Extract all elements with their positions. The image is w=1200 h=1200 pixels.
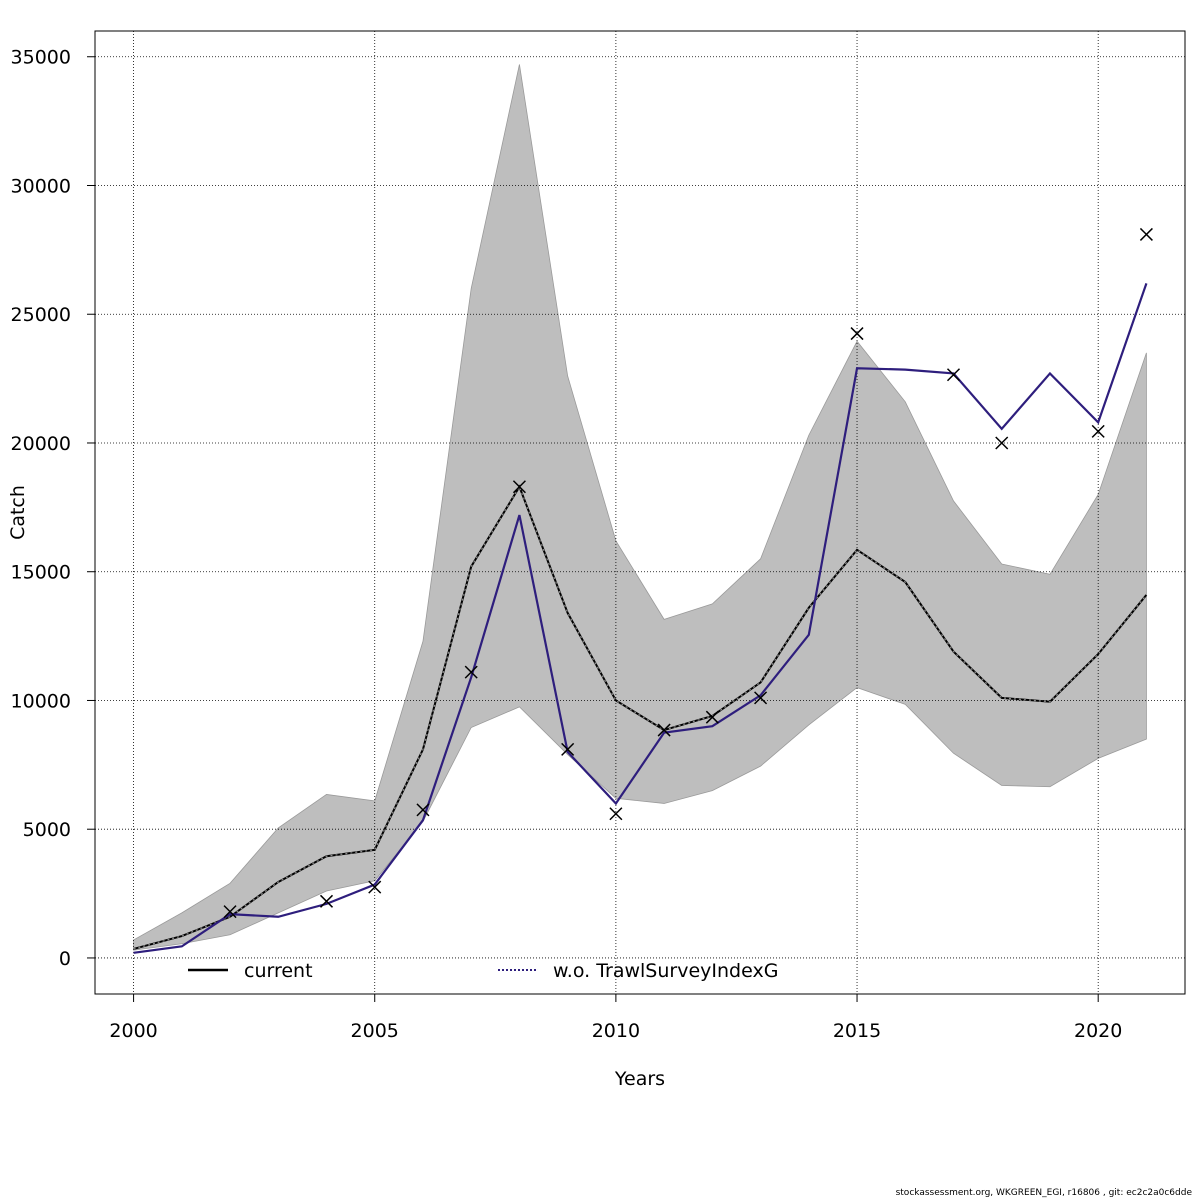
observed-point [368,880,382,894]
observed-point [223,905,237,919]
series-line-wo-trawlsurveyindexg [133,282,1148,954]
observed-point [657,723,671,737]
observed-point [561,742,575,756]
x-tick-label: 2015 [833,1020,881,1042]
y-tick-label: 30000 [11,175,71,197]
x-tick-label: 2005 [351,1020,399,1042]
observed-point [609,807,623,821]
observed-point [416,803,430,817]
observed-point [995,436,1009,450]
y-tick-label: 20000 [11,433,71,455]
observed-point [754,691,768,705]
plot-frame [94,30,1186,995]
footer-text: stockassessment.org, WKGREEN_EGI, r16806… [895,1188,1192,1198]
axis-layer: 2000 2005 2010 2015 2020 0 5000 10000 15000 20000… [11,47,1123,1042]
y-tick-label: 25000 [11,304,71,326]
observed-point [1139,227,1153,241]
confidence-band [133,64,1147,951]
observed-point [319,894,334,908]
observed-point [850,327,864,341]
legend-label-current: current [244,960,313,982]
y-axis-title: Catch [7,485,29,540]
y-tick-label: 15000 [11,562,71,584]
observed-point [464,665,478,679]
x-axis-title: Years [614,1068,665,1090]
legend: current w.o. TrawlSurveyIndexG [188,960,778,982]
observed-point [705,710,719,724]
observed-point [512,480,526,494]
series-layer [133,282,1148,954]
observed-marker-layer [223,227,1153,919]
confidence-band-layer [133,64,1147,951]
legend-label-wo-trawlsurveyindexg: w.o. TrawlSurveyIndexG [553,960,778,982]
y-tick-label: 5000 [23,819,71,841]
y-tick-label: 10000 [11,690,71,712]
grid-layer [95,31,1185,994]
x-tick-label: 2010 [592,1020,640,1042]
observed-point [946,368,961,382]
x-tick-label: 2020 [1074,1020,1122,1042]
y-tick-label: 0 [59,948,71,970]
observed-point [1091,424,1105,438]
y-tick-label: 35000 [11,47,71,69]
series-line-current-dots [133,485,1147,950]
x-tick-label: 2000 [109,1020,157,1042]
